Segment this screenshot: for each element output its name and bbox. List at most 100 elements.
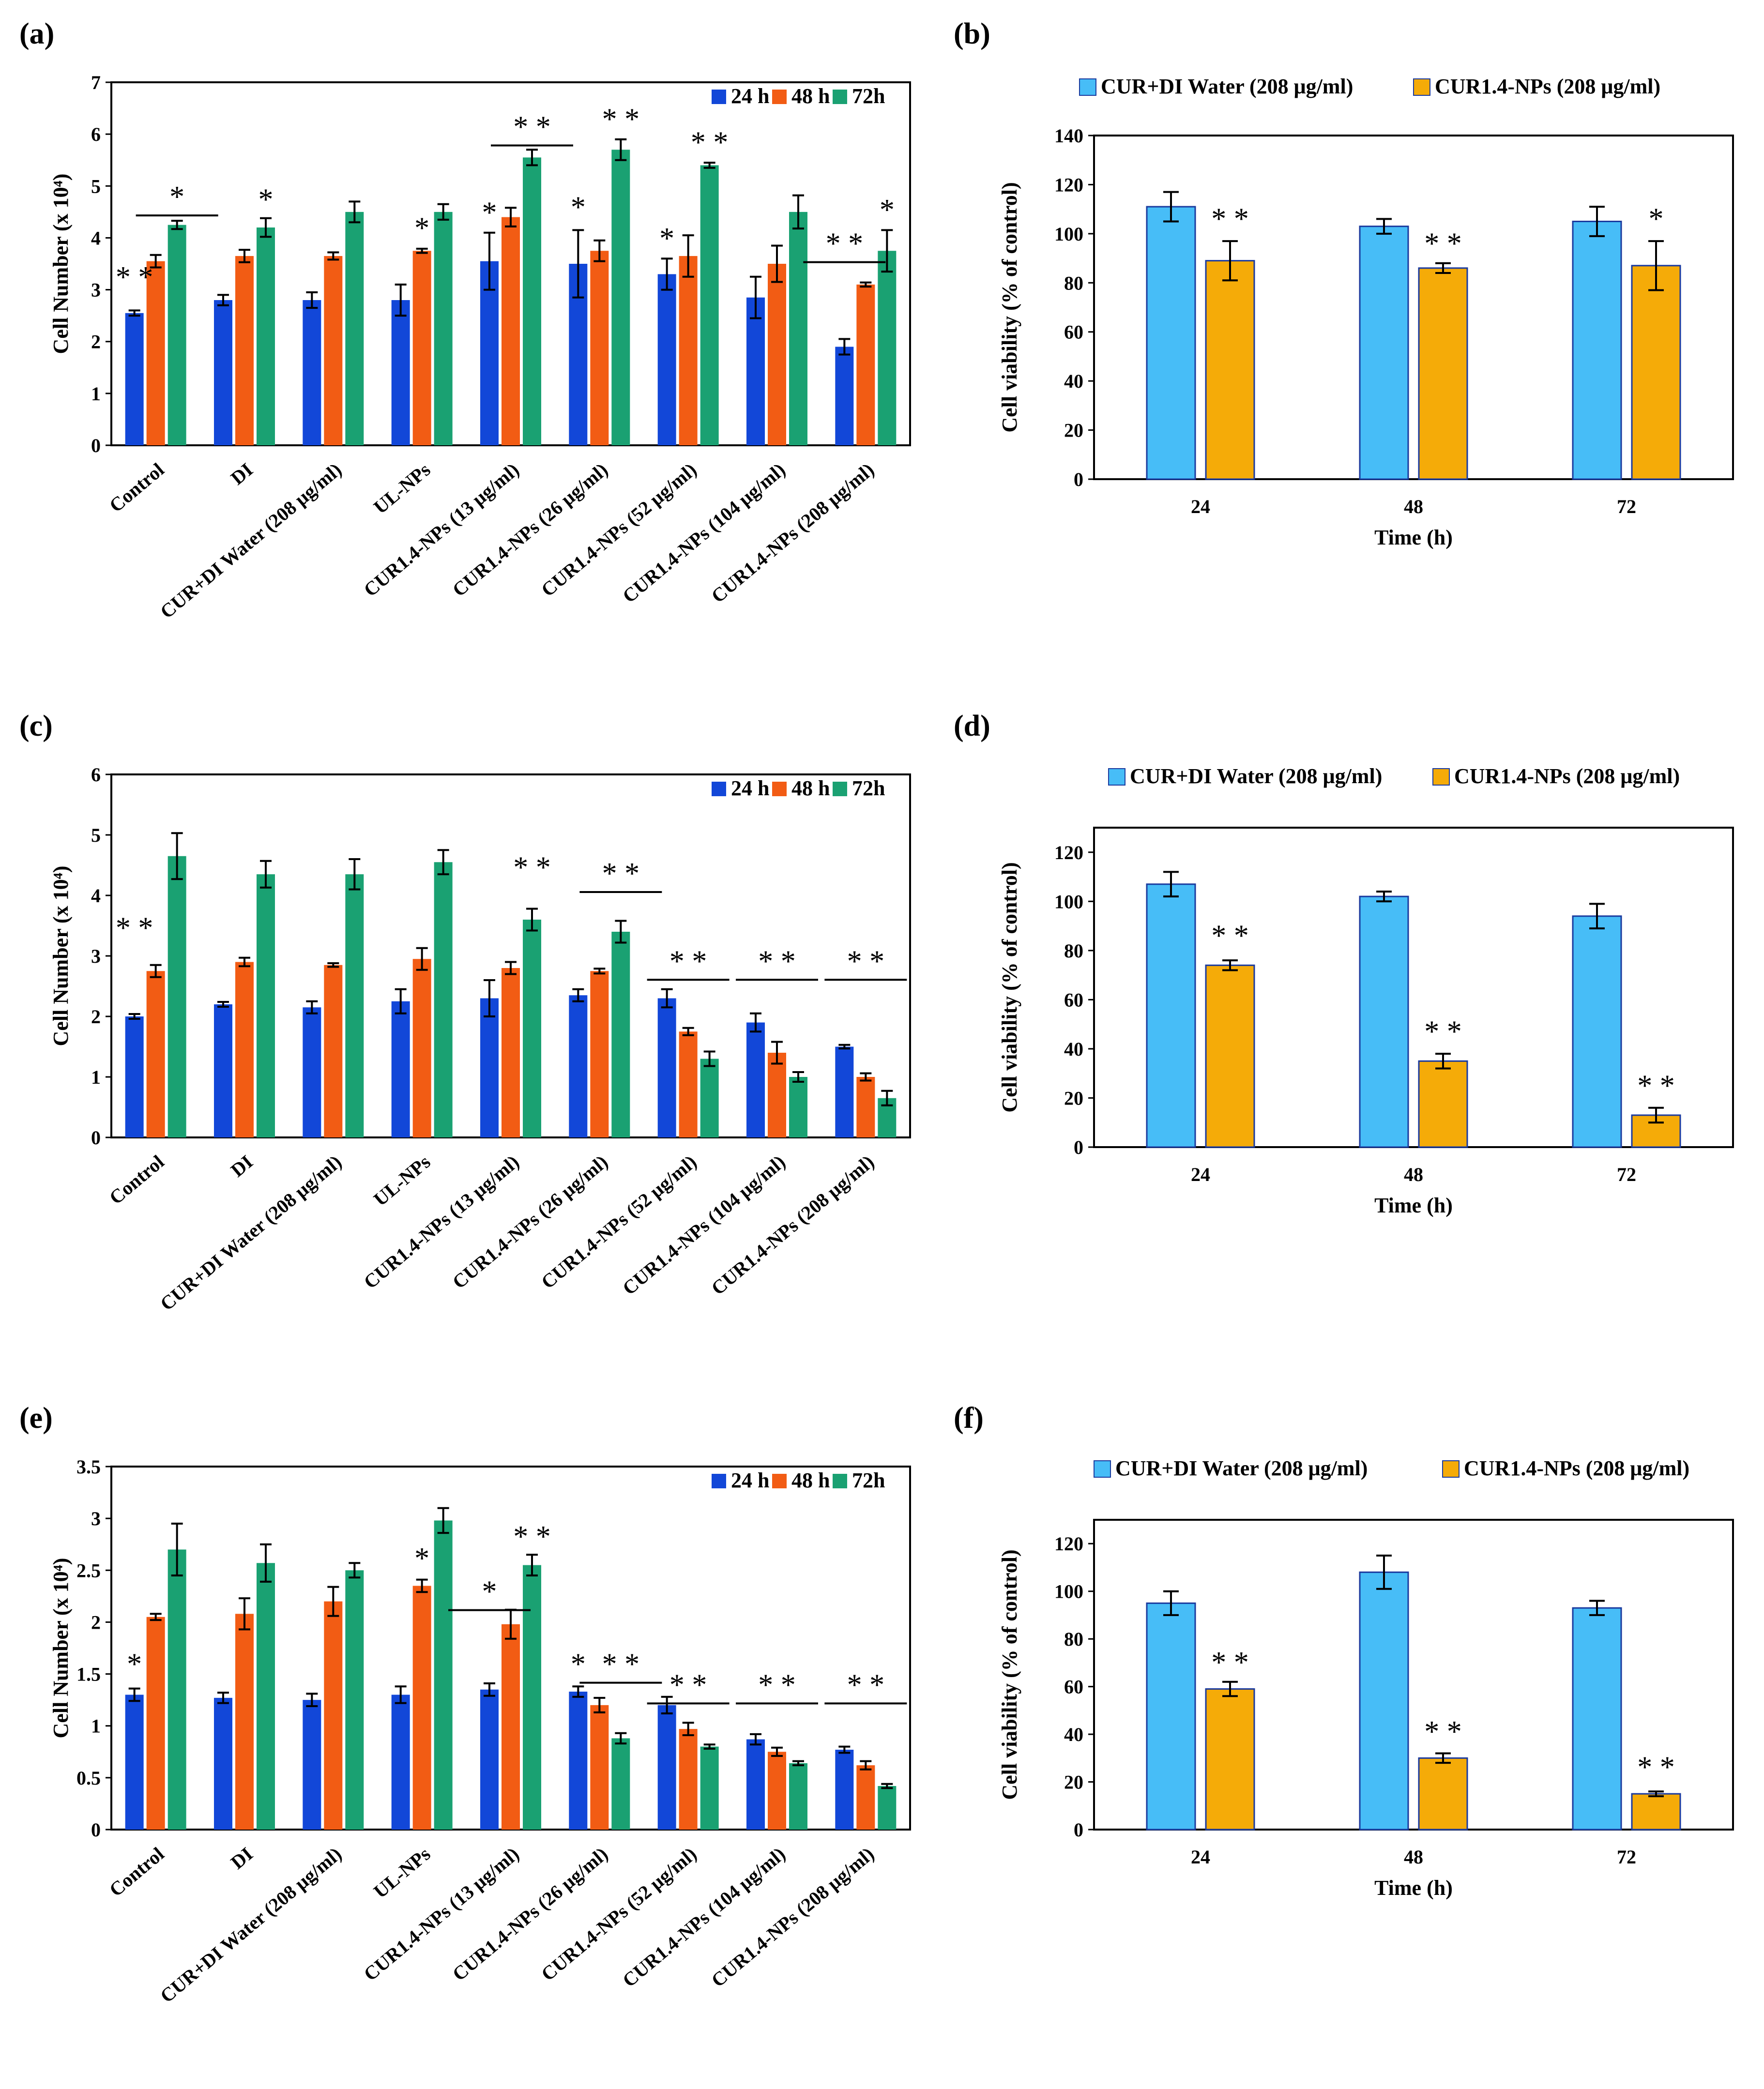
legend-swatch-1 <box>772 1474 787 1488</box>
legend-label-2: 72h <box>852 84 885 108</box>
y-tick-label: 140 <box>1054 125 1083 147</box>
bar-c-s0-c7 <box>746 1023 765 1138</box>
bar-b-s1-c1 <box>1419 268 1467 479</box>
significance-mark: * * <box>691 126 729 159</box>
bar-c-s0-c1 <box>214 1004 232 1137</box>
legend-swatch-0 <box>712 782 726 796</box>
bar-a-s1-c5 <box>590 251 608 445</box>
legend-label-2: 72h <box>852 1468 885 1492</box>
y-tick-label: 0 <box>91 435 101 456</box>
panel-label-c: (c) <box>19 710 53 742</box>
x-category-label: DI <box>227 1843 257 1873</box>
bar-a-s2-c6 <box>700 165 719 445</box>
y-tick-label: 3 <box>91 279 101 301</box>
y-tick-label: 3 <box>91 1508 101 1529</box>
y-tick-label: 40 <box>1064 1038 1083 1060</box>
bar-c-s1-c6 <box>679 1031 698 1137</box>
panel-label-a: (a) <box>19 17 54 50</box>
bar-a-s2-c5 <box>611 150 630 445</box>
significance-mark: * * <box>1211 203 1249 236</box>
y-tick-label: 0 <box>91 1127 101 1149</box>
y-tick-label: 5 <box>91 175 101 197</box>
significance-mark: * <box>414 212 429 244</box>
chart-panel-a: (a) 0 1 2 3 4 5 6 7 Cell Number (x 10⁴) * * * * * * * *… <box>15 10 934 707</box>
legend-label-1: CUR1.4-NPs (208 μg/ml) <box>1435 75 1660 98</box>
x-category-label: UL-NPs <box>369 458 434 518</box>
bar-c-s2-c4 <box>523 920 541 1137</box>
y-tick-label: 0 <box>1074 1819 1083 1841</box>
x-category-label: Control <box>105 1843 168 1901</box>
y-tick-label: 60 <box>1064 1676 1083 1698</box>
bar-e-s0-c0 <box>125 1695 144 1830</box>
panel-label-b: (b) <box>954 17 990 50</box>
legend-label-0: 24 h <box>731 776 769 800</box>
bar-c-s0-c2 <box>303 1007 321 1137</box>
bar-c-s1-c4 <box>502 968 520 1137</box>
bar-a-s2-c4 <box>523 157 541 445</box>
bar-b-s1-c0 <box>1206 261 1254 479</box>
legend-swatch-0 <box>1094 1461 1110 1477</box>
x-category-label: UL-NPs <box>369 1150 434 1210</box>
y-tick-label: 100 <box>1054 891 1083 912</box>
significance-mark: * * <box>602 103 640 136</box>
significance-mark: * * <box>513 851 551 884</box>
y-tick-label: 6 <box>91 123 101 145</box>
bar-c-s1-c1 <box>235 962 254 1138</box>
bar-a-s0-c7 <box>746 298 765 445</box>
x-category-label: CUR1.4-NPs (104 μg/ml) <box>618 1150 790 1299</box>
bar-c-s1-c2 <box>324 965 342 1137</box>
bar-a-s1-c2 <box>324 256 342 445</box>
significance-mark: * * <box>669 1668 707 1701</box>
significance-mark: * * <box>513 1520 551 1553</box>
significance-mark: * * <box>1424 1015 1462 1048</box>
x-category-label: CUR1.4-NPs (52 μg/ml) <box>537 458 700 601</box>
bar-a-s0-c3 <box>392 300 410 445</box>
y-tick-label: 6 <box>91 764 101 786</box>
bar-a-s2-c1 <box>257 227 275 445</box>
y-tick-label: 2.5 <box>76 1559 101 1581</box>
bar-e-s1-c3 <box>413 1586 431 1830</box>
chart-panel-e: (e) 0 0.5 1 1.5 2 2.5 3 3.5 Cell Number (x 10⁴) * *… <box>15 1394 934 2081</box>
x-category-label: CUR1.4-NPs (13 μg/ml) <box>360 458 523 601</box>
bar-e-s0-c8 <box>835 1750 853 1830</box>
significance-mark: * * <box>847 1668 885 1701</box>
bar-c-s2-c7 <box>789 1077 807 1137</box>
y-tick-label: 60 <box>1064 321 1083 343</box>
bar-c-s1-c3 <box>413 959 431 1137</box>
x-category-label: CUR1.4-NPs (208 μg/ml) <box>707 1843 879 1991</box>
x-category-label: CUR1.4-NPs (26 μg/ml) <box>448 1150 612 1293</box>
y-tick-label: 0.5 <box>76 1767 101 1789</box>
chart-a-svg: (a) 0 1 2 3 4 5 6 7 Cell Number (x 10⁴) * * * * * * * *… <box>15 10 934 707</box>
bar-b-s0-c2 <box>1573 222 1621 480</box>
x-category-label: DI <box>227 458 257 489</box>
legend-swatch-1 <box>772 782 787 796</box>
bar-c-s1-c7 <box>768 1053 786 1137</box>
y-tick-label: 1 <box>91 1066 101 1088</box>
y-tick-label: 7 <box>91 72 101 93</box>
bar-e-s0-c6 <box>658 1705 676 1830</box>
y-tick-label: 1 <box>91 383 101 405</box>
y-axis-title: Cell Number (x 10⁴) <box>49 866 73 1046</box>
chart-panel-d: (d) 0 20 40 60 80 100 120 Cell viability (% of c… <box>949 702 1743 1268</box>
chart-panel-b: (b) 0 20 40 60 80 100 120 140 Cell viability (% o… <box>949 10 1743 590</box>
bar-e-s2-c2 <box>345 1570 364 1830</box>
y-tick-label: 0 <box>1074 1136 1083 1158</box>
significance-mark: * <box>659 222 674 255</box>
y-tick-label: 1.5 <box>76 1664 101 1685</box>
bar-c-s2-c1 <box>257 874 275 1137</box>
significance-mark: * * <box>602 857 640 890</box>
legend-swatch-2 <box>833 90 847 104</box>
x-category-label: 48 <box>1404 496 1423 517</box>
x-category-label: 48 <box>1404 1164 1423 1185</box>
bar-e-s1-c4 <box>502 1624 520 1830</box>
legend-label-0: 24 h <box>731 84 769 108</box>
significance-mark: * * <box>1637 1751 1675 1784</box>
bar-e-s1-c2 <box>324 1602 342 1830</box>
x-category-label: Control <box>105 458 168 516</box>
panel-label-d: (d) <box>954 710 990 742</box>
bar-e-s2-c1 <box>257 1563 275 1830</box>
y-axis-title: Cell viability (% of control) <box>998 1549 1021 1800</box>
bar-c-s0-c5 <box>569 995 587 1137</box>
y-tick-label: 2 <box>91 1611 101 1633</box>
bar-a-s1-c1 <box>235 256 254 445</box>
